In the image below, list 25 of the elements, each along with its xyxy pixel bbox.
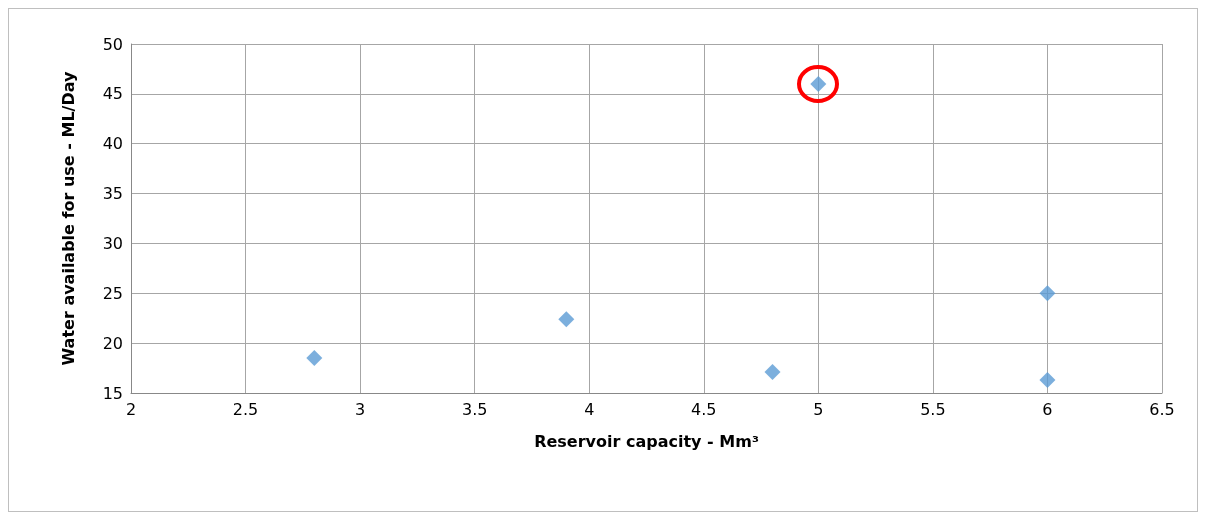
x-tick-label: 5.5: [920, 399, 946, 419]
point: [1039, 372, 1056, 389]
x-axis-title: Reservoir capacity - Mm³: [534, 431, 759, 451]
y-axis-title: Water available for use - ML/Day: [58, 70, 78, 366]
y-tick-label: 35: [102, 184, 123, 204]
y-tick-label: 15: [102, 383, 123, 403]
x-tick-label: 4: [584, 399, 595, 419]
x-tick-label: 4.5: [691, 399, 717, 419]
x-tick-label: 2.5: [232, 399, 259, 419]
x-tick-label: 3.5: [461, 399, 488, 419]
point: [764, 364, 781, 381]
x-tick-label: 3: [355, 399, 366, 419]
y-tick-label: 25: [102, 283, 123, 303]
y-tick-label: 30: [102, 233, 123, 253]
x-tick-label: 2: [125, 399, 137, 419]
x-tick-label: 6: [1042, 399, 1053, 419]
y-tick-label: 45: [102, 84, 123, 104]
point: [306, 350, 323, 367]
x-tick-label: 5: [813, 399, 824, 419]
y-tick-label: 50: [102, 34, 123, 54]
point: [558, 311, 575, 328]
y-tick-label: 20: [102, 333, 123, 353]
x-tick-label: 6.5: [1149, 399, 1175, 419]
point: [1039, 285, 1056, 302]
y-tick-label: 40: [102, 134, 123, 154]
